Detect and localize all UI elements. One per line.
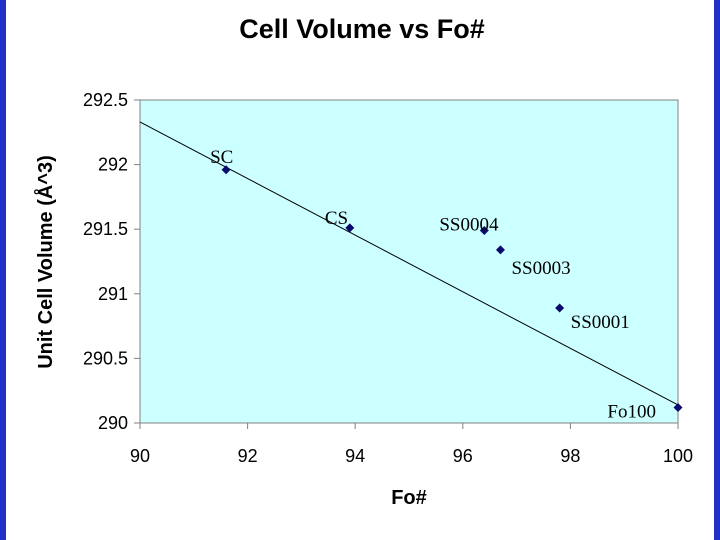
data-point-label: SS0003 (511, 258, 570, 279)
chart: Cell Volume vs Fo# 290290.5291291.529229… (33, 14, 693, 509)
x-tick-label: 92 (238, 446, 258, 466)
y-tick-label: 290 (98, 413, 128, 433)
x-tick-label: 100 (663, 446, 693, 466)
x-tick-label: 98 (560, 446, 580, 466)
slide: Cell Volume vs Fo# 290 290.5 291 291.5 292 29… (6, 0, 714, 540)
y-axis-ticks: 290 290.5 291 291.5 292 292.5 (83, 90, 140, 433)
y-tick-label: 292.5 (83, 90, 128, 110)
data-point-label: Fo100 (607, 401, 656, 422)
data-point-marker (221, 165, 231, 175)
data-point-marker (495, 245, 505, 255)
x-axis-label: Fo# (391, 487, 427, 509)
x-tick-label: 96 (453, 446, 473, 466)
data-point-label: SC (210, 147, 233, 168)
x-tick-label: 94 (345, 446, 365, 466)
data-points: SC CS SS0004 SS0003 SS0001 Fo100 (210, 147, 683, 422)
y-tick-label: 292 (98, 155, 128, 175)
data-point-label: CS (325, 208, 348, 229)
data-point-label: SS0001 (571, 312, 630, 333)
chart-title: Cell Volume vs Fo# (239, 14, 485, 44)
y-tick-label: 290.5 (83, 348, 128, 368)
data-point-marker (555, 303, 565, 313)
y-tick-label: 291.5 (83, 219, 128, 239)
data-point-marker (345, 223, 355, 233)
y-axis-label: Unit Cell Volume (Å^3) (33, 155, 57, 369)
plot-area (139, 99, 679, 424)
y-tick-label: 291 (98, 284, 128, 304)
data-point-marker (673, 402, 683, 412)
data-point-label: SS0004 (439, 214, 499, 235)
x-tick-label: 90 (130, 446, 150, 466)
data-point-marker (479, 225, 489, 235)
x-axis-ticks: 90 92 94 96 98 100 (130, 423, 693, 466)
